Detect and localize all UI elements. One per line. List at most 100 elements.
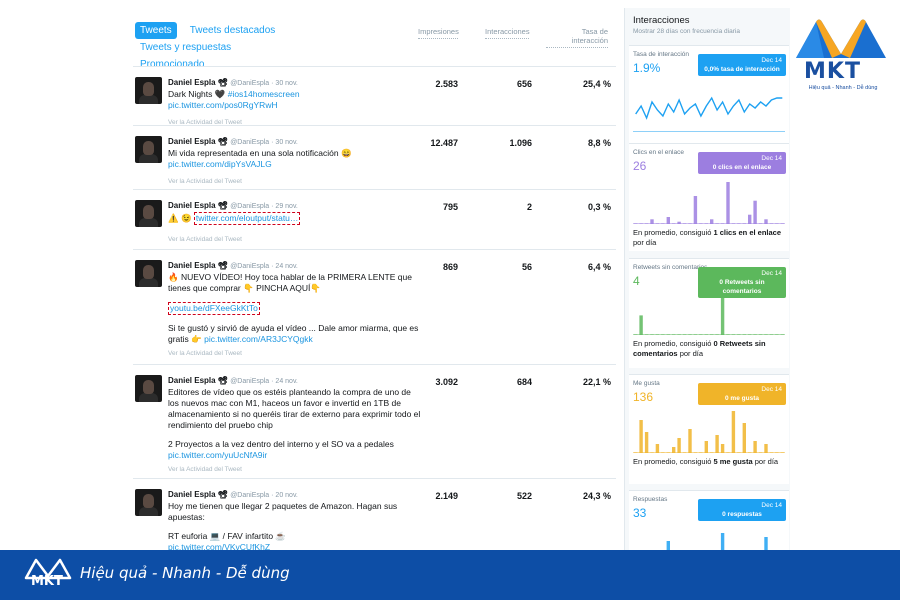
tweet-text: 🔥 NUEVO VÍDEO! Hoy toca hablar de la PRI… (168, 272, 412, 293)
bar (682, 452, 687, 453)
bar (775, 452, 779, 453)
bar (682, 334, 687, 335)
card-footnote-pre: En promedio, consiguió (633, 457, 714, 466)
chart-tooltip: Dec 14 0 Retweets sin comentarios (698, 267, 786, 298)
bar (688, 223, 692, 224)
interactions-value: 56 (521, 262, 532, 272)
card-likes[interactable]: Me gusta 136 Dec 14 0 me gusta En promedi… (629, 374, 789, 484)
impressions-value: 2.149 (435, 491, 458, 501)
card-replies[interactable]: Respuestas 33 Dec 14 0 respuestas (629, 490, 789, 550)
interactions-value: 2 (526, 202, 532, 212)
bar (731, 334, 736, 335)
bar (644, 334, 649, 335)
tweet-activity-link[interactable]: Ver la Actividad del Tweet (168, 236, 242, 243)
bar (639, 223, 643, 224)
tweet-text: Mi vida representada en una sola notific… (168, 148, 352, 158)
tweet-row[interactable]: Daniel Espla 📽 @DaniEspla · 20 nov. Hoy … (133, 478, 616, 550)
bar (677, 438, 681, 453)
bar (775, 334, 779, 335)
bar (639, 420, 643, 453)
bar (715, 223, 719, 224)
tweet-text: ⚠️ 😉 (168, 213, 194, 223)
bar (737, 334, 741, 335)
impressions-value: 3.092 (435, 377, 458, 387)
avatar (135, 200, 162, 227)
analytics-screenshot: Tweets Tweets destacados Tweets y respuest… (133, 8, 886, 550)
tweet-link[interactable]: pic.twitter.com/dipYsVAJLG (168, 159, 272, 169)
panel-subtitle: Mostrar 28 días con frecuencia diaria (633, 28, 740, 35)
rate-value: 24,3 % (582, 491, 611, 501)
bar (644, 223, 649, 224)
tweet-link[interactable]: twitter.com/eloutput/statu… (193, 212, 301, 225)
bar (666, 334, 670, 335)
card-label: Clics en el enlace (633, 149, 684, 156)
tweet-link-2[interactable]: pic.twitter.com/yuUcNfA9ir (168, 450, 268, 460)
tweet-row[interactable]: Daniel Espla 📽 @DaniEspla · 30 nov. Dark… (133, 66, 616, 131)
tweet-activity-link[interactable]: Ver la Actividad del Tweet (168, 178, 242, 185)
bar (742, 334, 746, 335)
tooltip-date: Dec 14 (761, 502, 782, 509)
author-handle: @DaniEspla · 29 nov. (230, 203, 298, 210)
bar (644, 432, 649, 453)
bar (758, 334, 763, 335)
bar (699, 452, 703, 453)
tab-top-tweets[interactable]: Tweets destacados (189, 25, 276, 36)
bar (677, 221, 681, 224)
bar (753, 200, 757, 224)
tweet-activity-link[interactable]: Ver la Actividad del Tweet (168, 119, 242, 126)
tweet-row[interactable]: Daniel Espla 📽 @DaniEspla · 29 nov. ⚠️ 😉… (133, 189, 616, 249)
hashtag-link[interactable]: #ios14homescreen (227, 89, 300, 99)
youtube-link[interactable]: youtu.be/dFXeeGkKtTo (168, 302, 260, 315)
bar (764, 444, 768, 453)
card-link-clicks[interactable]: Clics en el enlace 26 Dec 14 0 clics en e… (629, 143, 789, 251)
interactions-panel: Interacciones Mostrar 28 días con frecue… (624, 8, 790, 550)
rate-value: 22,1 % (582, 377, 611, 387)
author-name: Daniel Espla 📽 (168, 490, 228, 499)
bar (655, 223, 660, 224)
tweet-row[interactable]: Daniel Espla 📽 @DaniEspla · 24 nov. Edit… (133, 364, 616, 478)
tooltip-date: Dec 14 (761, 155, 782, 162)
bar (737, 223, 741, 224)
bar (699, 334, 703, 335)
interactions-value: 684 (516, 377, 532, 387)
bar (764, 334, 768, 335)
card-engagement-rate[interactable]: Tasa de interacción 1.9% Dec 14 0,0% tasa… (629, 45, 789, 143)
bar (704, 441, 708, 453)
mini-bar-chart (633, 411, 785, 453)
bar (769, 223, 774, 224)
tweet-row[interactable]: Daniel Espla 📽 @DaniEspla · 30 nov. Mi v… (133, 125, 616, 189)
column-rate[interactable]: Tasa de interacción (546, 27, 608, 48)
bar (677, 334, 681, 335)
tweet-activity-link[interactable]: Ver la Actividad del Tweet (168, 466, 242, 473)
tweet-link-2[interactable]: pic.twitter.com/AR3JCYQgkk (204, 334, 313, 344)
bar (720, 223, 725, 224)
tab-tweets[interactable]: Tweets (135, 22, 177, 39)
brand-footer: MKT Hiệu quả - Nhanh - Dễ dùng (0, 550, 900, 600)
tweet-row[interactable]: Daniel Espla 📽 @DaniEspla · 24 nov. 🔥 NU… (133, 249, 616, 364)
author-handle: @DaniEspla · 24 nov. (230, 378, 298, 385)
footer-wordmark: MKT (31, 574, 63, 589)
bar (720, 533, 725, 550)
tooltip-text: 0,0% tasa de interacción (704, 66, 780, 73)
bar (780, 452, 784, 453)
tweet-activity-link[interactable]: Ver la Actividad del Tweet (168, 350, 242, 357)
column-impressions[interactable]: Impresiones (418, 27, 459, 39)
bar (720, 444, 725, 453)
tab-promoted[interactable]: Promocionado (140, 59, 205, 70)
bar (720, 293, 725, 335)
tooltip-text: 0 me gusta (725, 395, 759, 402)
bar (661, 334, 665, 335)
interactions-value: 656 (516, 79, 532, 89)
bar (769, 334, 774, 335)
bar (655, 444, 660, 453)
bar (704, 334, 708, 335)
author-handle: @DaniEspla · 24 nov. (230, 263, 298, 270)
bar (666, 452, 670, 453)
tweet-text: Hoy me tienen que llegar 2 paquetes de A… (168, 501, 398, 522)
card-retweets[interactable]: Retweets sin comentarios 4 Dec 14 0 Retwe… (629, 258, 789, 368)
tweet-link[interactable]: pic.twitter.com/pos0RgYRwH (168, 100, 278, 110)
tweet-link-2[interactable]: pic.twitter.com/VKvCUfKhZ (168, 542, 271, 550)
column-interactions[interactable]: Interacciones (485, 27, 530, 39)
avatar (135, 489, 162, 516)
tab-tweets-replies[interactable]: Tweets y respuestas (140, 42, 232, 53)
